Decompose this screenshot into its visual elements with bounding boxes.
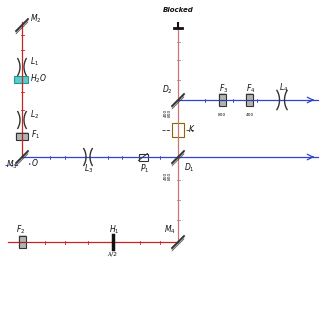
Text: $D_1$: $D_1$	[184, 161, 195, 173]
Text: $P_1$: $P_1$	[140, 162, 149, 174]
Bar	[245, 94, 252, 106]
Text: $F_4$: $F_4$	[246, 82, 255, 94]
Bar	[219, 94, 226, 106]
Text: $L_3$: $L_3$	[84, 162, 93, 174]
Text: $K$: $K$	[188, 123, 196, 134]
Text: $M_2$: $M_2$	[30, 12, 42, 25]
Text: $O$: $O$	[31, 157, 39, 168]
Text: 400: 400	[164, 109, 168, 117]
Bar	[172, 123, 184, 137]
Text: 800: 800	[168, 172, 172, 180]
Bar	[14, 76, 28, 83]
Text: $\bullet$: $\bullet$	[27, 161, 31, 166]
Text: $F_1$: $F_1$	[31, 128, 40, 140]
Text: 800: 800	[218, 113, 226, 117]
Text: 400: 400	[246, 113, 254, 117]
Bar	[19, 236, 26, 248]
Text: $M_3$: $M_3$	[6, 158, 18, 171]
Text: $\lambda/2$: $\lambda/2$	[107, 251, 118, 259]
Text: $L_4$: $L_4$	[279, 81, 288, 93]
Text: $F_2$: $F_2$	[16, 223, 25, 236]
Bar	[139, 154, 148, 161]
Text: $L_1$: $L_1$	[30, 55, 39, 68]
Text: 800: 800	[168, 109, 172, 117]
Text: $H_1$: $H_1$	[109, 223, 120, 236]
Text: $F_3$: $F_3$	[219, 82, 228, 94]
Text: $D_2$: $D_2$	[162, 83, 173, 95]
Bar	[16, 132, 28, 140]
Text: 400: 400	[164, 172, 168, 180]
Text: $L_2$: $L_2$	[30, 108, 39, 121]
Text: $H_2O$: $H_2O$	[30, 72, 47, 84]
Text: Blocked: Blocked	[163, 7, 193, 13]
Text: $M_4$: $M_4$	[164, 223, 176, 236]
